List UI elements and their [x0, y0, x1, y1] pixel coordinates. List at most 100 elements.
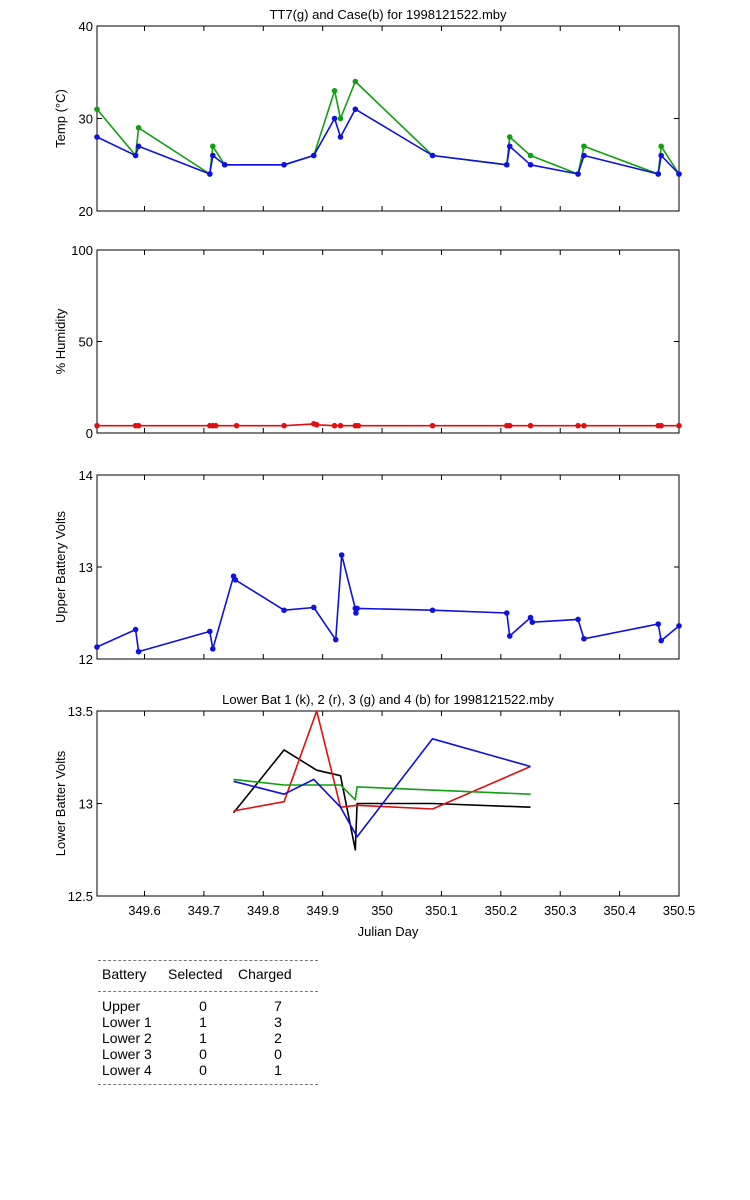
data-point: [658, 637, 664, 644]
x-tick-label: 350.2: [485, 903, 518, 918]
x-tick-label: 350.1: [425, 903, 458, 918]
data-point: [331, 115, 338, 122]
data-point: [94, 134, 100, 140]
data-point: [506, 422, 513, 429]
x-axis-label: Julian Day: [358, 924, 419, 939]
y-tick-label: 30: [79, 112, 93, 127]
y-axis-label: % Humidity: [53, 308, 68, 374]
battery-name: Lower 2: [102, 1030, 152, 1046]
y-axis-label: Upper Battery Volts: [53, 511, 68, 623]
data-point: [353, 610, 359, 616]
table-row: Lower 4 0 1: [98, 1062, 318, 1078]
selected-value: 0: [199, 1062, 207, 1078]
data-point: [503, 161, 510, 168]
series-line: [232, 749, 531, 851]
series-line: [96, 80, 680, 175]
y-tick-label: 0: [86, 426, 93, 441]
charts-canvas: 20 30 40 TT7(g) and Case(b) for 1998121522.…: [53, 7, 695, 939]
battery-name: Lower 4: [102, 1062, 152, 1078]
x-tick-label: 349.6: [128, 903, 161, 918]
table-top-rule: [98, 960, 318, 961]
data-point: [581, 635, 587, 642]
y-tick-label: 13: [79, 797, 93, 812]
data-point: [281, 161, 287, 168]
table-header-rule: [98, 991, 318, 992]
charged-value: 3: [274, 1014, 282, 1030]
data-point: [337, 134, 344, 140]
series-line: [233, 710, 531, 812]
y-tick-label: 12.5: [68, 889, 93, 904]
data-point: [655, 171, 662, 177]
data-point: [135, 124, 142, 131]
series-line: [96, 554, 680, 653]
data-point: [313, 421, 320, 428]
data-point: [503, 610, 510, 616]
data-point: [575, 616, 581, 623]
y-tick-label: 13: [79, 560, 93, 575]
charged-value: 1: [274, 1062, 282, 1078]
battery-table: Battery Selected Charged Upper 0 7 Lower…: [98, 960, 318, 1085]
data-point: [529, 619, 536, 625]
series-line: [96, 108, 680, 175]
data-point: [94, 106, 100, 113]
plot-frame: [96, 474, 680, 660]
charged-value: 0: [274, 1046, 282, 1062]
table-header: Battery Selected Charged: [98, 961, 318, 991]
data-point: [132, 626, 139, 633]
data-point: [331, 422, 338, 429]
selected-value: 0: [199, 1046, 207, 1062]
selected-value: 0: [199, 998, 207, 1014]
x-tick-label: 350: [371, 903, 393, 918]
data-point: [212, 422, 219, 429]
chart-title: Lower Bat 1 (k), 2 (r), 3 (g) and 4 (b) …: [222, 692, 554, 707]
data-point: [506, 134, 513, 140]
data-point: [676, 422, 682, 429]
data-point: [210, 152, 216, 159]
data-point: [429, 607, 436, 614]
data-point: [658, 143, 664, 150]
data-point: [352, 78, 359, 85]
x-tick-label: 349.9: [306, 903, 339, 918]
y-tick-label: 50: [79, 335, 93, 350]
data-point: [94, 644, 100, 650]
series-line: [97, 423, 679, 427]
table-row: Lower 1 1 3: [98, 1014, 318, 1030]
battery-name: Upper: [102, 998, 141, 1014]
data-point: [210, 143, 216, 150]
data-point: [354, 605, 360, 612]
data-point: [355, 422, 362, 429]
data-point: [429, 422, 436, 429]
data-point: [135, 143, 142, 150]
y-axis-label: Temp (°C): [53, 89, 68, 148]
y-axis-label: Lower Batter Volts: [53, 750, 68, 856]
data-point: [352, 106, 359, 113]
data-point: [527, 422, 534, 429]
data-point: [337, 115, 344, 122]
y-tick-label: 13.5: [68, 704, 93, 719]
charged-value: 7: [274, 998, 282, 1014]
data-point: [207, 628, 213, 635]
data-point: [527, 614, 534, 621]
data-point: [331, 87, 338, 94]
data-point: [233, 422, 240, 429]
data-point: [281, 422, 287, 429]
data-point: [337, 422, 344, 429]
data-point: [506, 143, 513, 150]
y-tick-label: 100: [71, 243, 93, 258]
data-point: [658, 152, 664, 159]
y-tick-label: 14: [79, 468, 93, 483]
data-point: [429, 152, 436, 159]
data-point: [210, 646, 216, 652]
battery-name: Lower 1: [102, 1014, 152, 1030]
header-selected: Selected: [168, 966, 223, 982]
table-row: Lower 3 0 0: [98, 1046, 318, 1062]
data-point: [94, 422, 100, 429]
chart-title: TT7(g) and Case(b) for 1998121522.mby: [269, 7, 507, 22]
data-point: [332, 636, 339, 643]
table-body: Upper 0 7 Lower 1 1 3 Lower 2 1 2 Lower …: [98, 992, 318, 1084]
x-tick-label: 350.4: [603, 903, 636, 918]
data-point: [132, 152, 139, 159]
table-bottom-rule: [98, 1084, 318, 1085]
y-tick-label: 12: [79, 652, 93, 667]
data-point: [135, 648, 142, 655]
